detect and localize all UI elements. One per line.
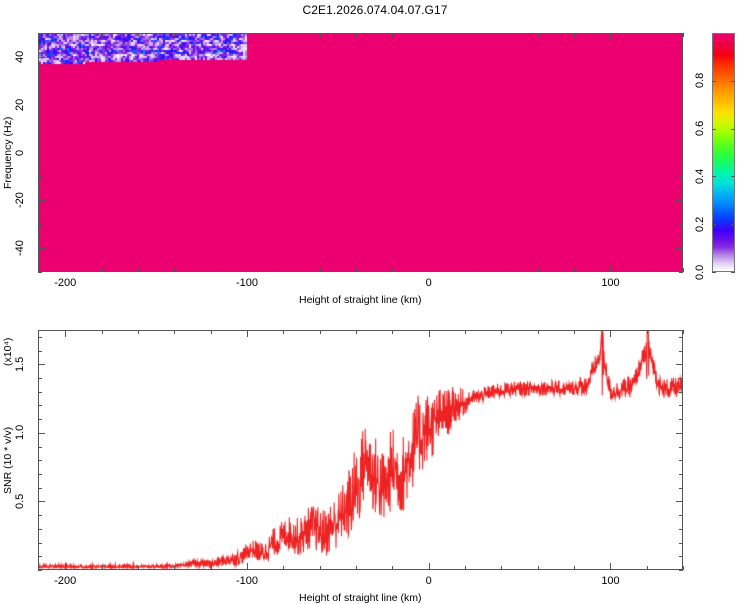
spectrogram-image (39, 34, 682, 271)
x-tick-label: 100 (601, 277, 620, 289)
colorbar-tick-label: 0.8 (694, 73, 706, 89)
y-tick-label: -40 (14, 240, 26, 257)
colorbar-tick-label: 0.0 (694, 264, 706, 280)
x-tick-label: 0 (425, 277, 432, 289)
colorbar-tick-label: 0.4 (694, 168, 706, 184)
snr-x-axis-label: Height of straight line (km) (299, 592, 422, 604)
colorbar-tick (731, 80, 735, 82)
spectrogram-plot-area (38, 33, 683, 272)
colorbar-tick (731, 272, 735, 273)
x-tick-label: -200 (54, 277, 77, 289)
colorbar-tick-label: 0.2 (694, 216, 706, 232)
y-tick-label: 1.5 (14, 356, 26, 372)
y-tick-label: -20 (14, 192, 26, 209)
spectrogram-x-axis-label: Height of straight line (km) (299, 294, 422, 306)
x-tick-label: 0 (425, 575, 432, 587)
snr-y-axis-label: SNR (10 * v/v) (2, 426, 14, 494)
x-tick-label: -100 (235, 277, 258, 289)
spectrogram-y-axis-label: Frequency (Hz) (2, 116, 14, 189)
x-tick-label: -200 (54, 575, 77, 587)
colorbar-tick (731, 176, 735, 178)
y-tick-label: 20 (14, 98, 26, 111)
colorbar-tick (712, 128, 716, 130)
x-tick-label: -100 (235, 575, 258, 587)
colorbar (712, 33, 735, 272)
snr-line-series (39, 331, 682, 569)
colorbar-tick (712, 224, 716, 226)
y-tick-label: 40 (14, 50, 26, 63)
y-tick-label: 0.5 (14, 493, 26, 509)
figure-title: C2E1.2026.074.04.07.G17 (302, 3, 448, 17)
colorbar-tick-label: 0.6 (694, 120, 706, 137)
x-tick-label: 100 (601, 575, 620, 587)
colorbar-tick (731, 224, 735, 226)
colorbar-tick (712, 176, 716, 178)
colorbar-tick (712, 272, 716, 273)
snr-y-axis-multiplier: (x10⁴) (2, 337, 14, 366)
y-tick-label: 0 (14, 149, 26, 156)
colorbar-tick (731, 128, 735, 130)
colorbar-tick (712, 80, 716, 82)
snr-plot-area (38, 330, 683, 570)
y-tick-label: 1.0 (14, 425, 26, 441)
